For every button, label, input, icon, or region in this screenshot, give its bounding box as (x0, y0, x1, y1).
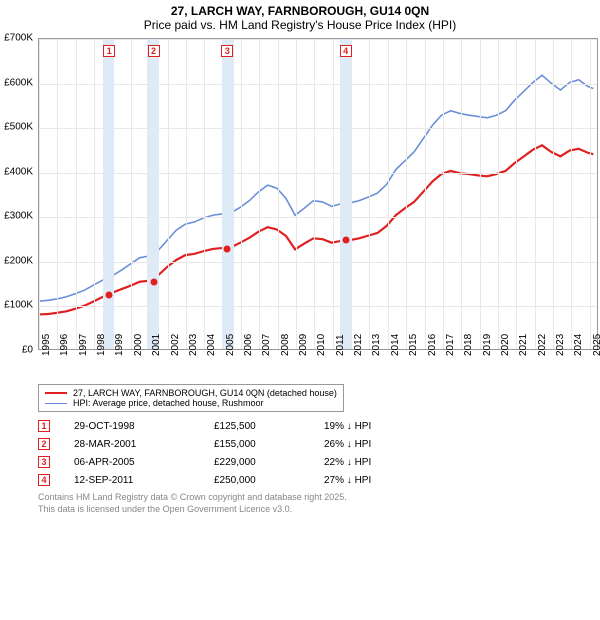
x-axis-label: 2012 (353, 334, 364, 356)
legend-label: 27, LARCH WAY, FARNBOROUGH, GU14 0QN (de… (73, 388, 337, 398)
legend-swatch (45, 403, 67, 404)
x-axis-label: 2005 (225, 334, 236, 356)
transaction-price: £155,000 (214, 439, 324, 450)
transaction-diff: 26% ↓ HPI (324, 439, 371, 450)
x-axis-label: 2011 (335, 334, 346, 356)
footer-line2: This data is licensed under the Open Gov… (38, 504, 592, 516)
footer-line1: Contains HM Land Registry data © Crown c… (38, 492, 592, 504)
transaction-row: 1 29-OCT-1998£125,50019% ↓ HPI (38, 420, 592, 432)
title-address: 27, LARCH WAY, FARNBOROUGH, GU14 0QN (8, 4, 592, 18)
x-axis-label: 2021 (518, 334, 529, 356)
series-property (39, 145, 593, 314)
x-axis-label: 2009 (298, 334, 309, 356)
x-axis-label: 2020 (500, 334, 511, 356)
sale-point-3 (224, 245, 231, 252)
x-axis-label: 1995 (41, 334, 52, 356)
x-axis-label: 2004 (206, 334, 217, 356)
x-axis-label: 2017 (445, 334, 456, 356)
series-hpi (39, 75, 593, 301)
x-axis-label: 2003 (188, 334, 199, 356)
transaction-marker-icon: 2 (38, 438, 50, 450)
y-axis-label: £600K (4, 77, 33, 88)
y-axis-label: £100K (4, 300, 33, 311)
x-axis-label: 1997 (78, 334, 89, 356)
transaction-price: £125,500 (214, 421, 324, 432)
transaction-diff: 22% ↓ HPI (324, 457, 371, 468)
title-subtitle: Price paid vs. HM Land Registry's House … (8, 18, 592, 32)
transaction-row: 4 12-SEP-2011£250,00027% ↓ HPI (38, 474, 592, 486)
transaction-marker-icon: 3 (38, 456, 50, 468)
x-axis-label: 2007 (261, 334, 272, 356)
x-axis-label: 2025 (592, 334, 600, 356)
x-axis-label: 2008 (280, 334, 291, 356)
x-axis-label: 2022 (537, 334, 548, 356)
legend-item: HPI: Average price, detached house, Rush… (45, 398, 337, 408)
x-axis-label: 2002 (170, 334, 181, 356)
chart-title: 27, LARCH WAY, FARNBOROUGH, GU14 0QN Pri… (8, 4, 592, 32)
x-axis-label: 1998 (96, 334, 107, 356)
transaction-date: 12-SEP-2011 (74, 475, 214, 486)
plot-region: 1 2 3 4 (38, 38, 598, 350)
x-axis-label: 2023 (555, 334, 566, 356)
footer-attribution: Contains HM Land Registry data © Crown c… (38, 492, 592, 515)
x-axis-label: 2015 (408, 334, 419, 356)
transaction-row: 2 28-MAR-2001£155,00026% ↓ HPI (38, 438, 592, 450)
y-axis-label: £300K (4, 211, 33, 222)
sale-point-2 (150, 278, 157, 285)
x-axis-label: 2018 (463, 334, 474, 356)
x-axis-label: 2014 (390, 334, 401, 356)
x-axis-label: 2019 (482, 334, 493, 356)
transaction-marker-3: 3 (221, 45, 233, 57)
x-axis-label: 2006 (243, 334, 254, 356)
transaction-price: £229,000 (214, 457, 324, 468)
y-axis-label: £700K (4, 33, 33, 44)
transaction-diff: 19% ↓ HPI (324, 421, 371, 432)
transaction-diff: 27% ↓ HPI (324, 475, 371, 486)
transaction-marker-1: 1 (103, 45, 115, 57)
x-axis-label: 1999 (114, 334, 125, 356)
legend-item: 27, LARCH WAY, FARNBOROUGH, GU14 0QN (de… (45, 388, 337, 398)
transaction-marker-icon: 1 (38, 420, 50, 432)
x-axis-label: 2000 (133, 334, 144, 356)
x-axis-label: 2016 (427, 334, 438, 356)
y-axis-label: £200K (4, 255, 33, 266)
transaction-date: 28-MAR-2001 (74, 439, 214, 450)
sale-point-4 (342, 236, 349, 243)
x-axis-label: 2024 (573, 334, 584, 356)
x-axis-label: 2010 (316, 334, 327, 356)
chart-area: 1234 £0£100K£200K£300K£400K£500K£600K£70… (8, 38, 598, 380)
y-axis-label: £400K (4, 166, 33, 177)
transaction-date: 06-APR-2005 (74, 457, 214, 468)
legend-label: HPI: Average price, detached house, Rush… (73, 398, 263, 408)
chart-svg (39, 39, 597, 349)
x-axis-label: 1996 (59, 334, 70, 356)
transaction-marker-icon: 4 (38, 474, 50, 486)
transaction-price: £250,000 (214, 475, 324, 486)
x-axis-label: 2001 (151, 334, 162, 356)
y-axis-label: £0 (22, 345, 33, 356)
transaction-row: 3 06-APR-2005£229,00022% ↓ HPI (38, 456, 592, 468)
transaction-marker-4: 4 (340, 45, 352, 57)
y-axis-label: £500K (4, 122, 33, 133)
x-axis-label: 2013 (371, 334, 382, 356)
transaction-marker-2: 2 (148, 45, 160, 57)
sale-point-1 (106, 292, 113, 299)
legend: 27, LARCH WAY, FARNBOROUGH, GU14 0QN (de… (38, 384, 344, 412)
transaction-date: 29-OCT-1998 (74, 421, 214, 432)
legend-swatch (45, 392, 67, 394)
transactions-table: 1 29-OCT-1998£125,50019% ↓ HPI 2 28-MAR-200… (38, 420, 592, 486)
